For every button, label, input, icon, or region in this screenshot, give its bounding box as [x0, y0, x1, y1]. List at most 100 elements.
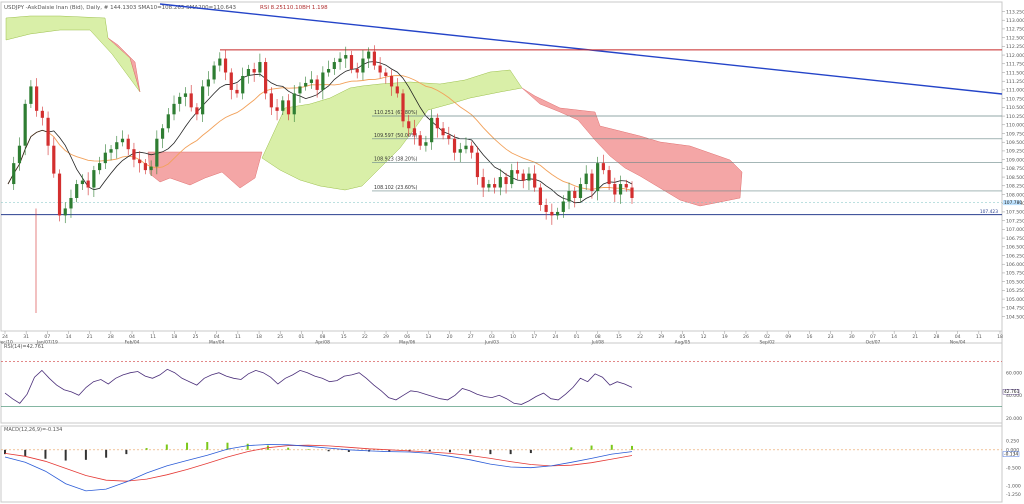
- price-tick-label: 112.000: [1006, 53, 1024, 59]
- time-tick-label: 21: [87, 334, 93, 340]
- sma-slow-line: [7, 75, 633, 191]
- month-label: Jun/03: [484, 340, 499, 346]
- time-tick-label: 14: [66, 334, 72, 340]
- price-tick-label: 110.000: [1006, 123, 1024, 129]
- fib-level-label: 108.102 (23.60%): [374, 185, 418, 191]
- candle-body: [521, 173, 525, 181]
- price-tick-label: 107.000: [1006, 227, 1024, 233]
- price-tick-label: 108.000: [1006, 192, 1024, 198]
- candle-body: [143, 163, 147, 171]
- price-tick-label: 107.500: [1006, 210, 1024, 216]
- price-tick-label: 106.000: [1006, 262, 1024, 268]
- candle-body: [378, 65, 382, 73]
- candle-body: [332, 62, 336, 70]
- candle-body: [384, 72, 388, 76]
- month-label: Nov/04: [950, 340, 966, 346]
- candle-body: [424, 142, 428, 146]
- price-tick-label: 109.750: [1006, 131, 1024, 137]
- time-tick-label: 01: [574, 334, 580, 340]
- kumo-bull-segment: [261, 69, 523, 191]
- candle-body: [355, 69, 359, 73]
- month-label: Mar/04: [209, 340, 225, 346]
- time-tick-label: 11: [150, 334, 156, 340]
- kumo-bear-segment: [147, 151, 263, 189]
- candle-body: [304, 82, 308, 87]
- time-tick-label: 18: [171, 334, 177, 340]
- time-tick-label: 17: [531, 334, 537, 340]
- candle-body: [246, 69, 251, 76]
- candle-body: [29, 86, 33, 104]
- price-tick-label: 105.000: [1006, 297, 1024, 303]
- candle-body: [80, 180, 85, 185]
- macd-pane[interactable]: [0, 425, 1003, 503]
- candle-body: [178, 96, 182, 104]
- candle-body: [241, 75, 245, 94]
- fibonacci-levels: 110.251 (61.80%) 109.597 (50.00%) 108.923 …: [372, 110, 1002, 192]
- price-axis: 113.250 113.000 112.750 112.500 112.250 112.0…: [1002, 9, 1024, 320]
- candle-body: [407, 121, 411, 129]
- candle-body: [361, 58, 365, 73]
- macd-current-label: -0.134: [1004, 451, 1018, 457]
- price-tick-label: 111.000: [1006, 88, 1024, 94]
- month-label: Jan/07/19: [36, 340, 58, 346]
- price-tick-label: 107.250: [1006, 218, 1024, 224]
- rsi-tick-label: 40.000: [1006, 393, 1022, 399]
- candle-body: [567, 191, 571, 202]
- candle-body: [533, 173, 537, 188]
- candle-body: [138, 159, 142, 164]
- rsi-current-label: 42.761: [1004, 389, 1020, 395]
- time-tick-label: 12: [701, 334, 707, 340]
- candle-body: [481, 177, 485, 188]
- macd-tick-label: -1.000: [1006, 483, 1021, 489]
- candle-body: [590, 173, 594, 192]
- candle-body: [487, 184, 491, 188]
- trendline: [159, 3, 1003, 95]
- rsi-tick-label: 20.000: [1006, 416, 1022, 422]
- candle-body: [349, 55, 354, 70]
- time-tick-label: 04: [129, 334, 135, 340]
- candle-body: [493, 184, 497, 188]
- candle-body: [630, 187, 634, 198]
- candle-body: [367, 51, 371, 59]
- candle-body: [504, 177, 508, 185]
- candle-body: [464, 145, 468, 150]
- candle-body: [166, 114, 170, 129]
- price-tick-label: 104.750: [1006, 306, 1024, 312]
- price-tick-label: 108.250: [1006, 184, 1024, 190]
- time-tick-label: 04: [955, 334, 961, 340]
- candle-body: [275, 107, 279, 111]
- macd-tick-label: 0.250: [1006, 439, 1019, 445]
- fib-level-label: 110.251 (61.80%): [374, 110, 418, 116]
- price-tick-label: 110.500: [1006, 105, 1024, 111]
- price-tick-label: 111.500: [1006, 70, 1024, 76]
- time-tick-label: 11: [235, 334, 241, 340]
- time-tick-label: 01: [298, 334, 304, 340]
- time-tick-label: 23: [828, 334, 834, 340]
- candle-body: [338, 58, 342, 63]
- candle-body: [35, 86, 39, 111]
- candle-body: [17, 145, 22, 164]
- candle-body: [458, 149, 462, 153]
- price-tick-label: 110.250: [1006, 114, 1024, 120]
- candle-body: [201, 86, 205, 115]
- candle-body: [601, 163, 605, 171]
- price-tick-label: 113.000: [1006, 18, 1024, 24]
- candle-body: [395, 86, 399, 94]
- time-tick-label: 25: [277, 334, 283, 340]
- candle-body: [212, 65, 216, 80]
- month-label: Dec/10: [0, 340, 13, 346]
- candle-body: [235, 89, 239, 94]
- month-label: Aug/05: [675, 340, 691, 346]
- candle-body: [538, 187, 543, 205]
- time-tick-label: 22: [362, 334, 368, 340]
- candle-body: [418, 135, 422, 146]
- price-tick-label: 111.250: [1006, 79, 1024, 85]
- time-axis: 24 31 07 14 21 28 04 11 18 25 04 11 18 25 01 08 15 22 29 06…: [0, 331, 1003, 346]
- price-tick-label: 108.500: [1006, 175, 1024, 181]
- rsi-pane[interactable]: [0, 342, 1003, 424]
- candle-body: [264, 62, 268, 94]
- current-price-box: [1003, 200, 1021, 206]
- macd-main-line: [4, 444, 633, 492]
- price-tick-label: 112.250: [1006, 44, 1024, 50]
